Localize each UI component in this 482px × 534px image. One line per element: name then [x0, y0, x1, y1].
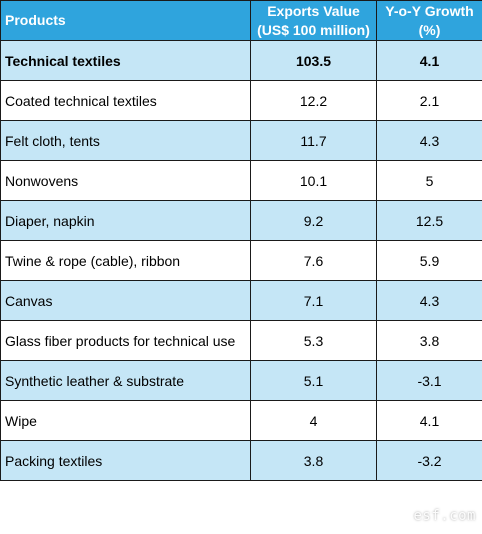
exports-value: 103.5: [250, 40, 377, 81]
product-name: Twine & rope (cable), ribbon: [0, 240, 251, 281]
yoy-growth: 3.8: [376, 320, 482, 361]
header-exports-line1: Exports Value: [267, 2, 360, 19]
yoy-growth: 12.5: [376, 200, 482, 241]
product-name: Wipe: [0, 400, 251, 441]
exports-value: 7.6: [250, 240, 377, 281]
exports-value: 11.7: [250, 120, 377, 161]
product-name: Canvas: [0, 280, 251, 321]
product-name: Coated technical textiles: [0, 80, 251, 121]
exports-value: 12.2: [250, 80, 377, 121]
header-yoy-growth: Y-o-Y Growth (%): [376, 0, 482, 41]
header-exports-line2: (US$ 100 million): [257, 21, 370, 38]
yoy-growth: -3.1: [376, 360, 482, 401]
header-growth-line2: (%): [418, 21, 441, 38]
exports-value: 3.8: [250, 440, 377, 481]
yoy-growth: 5: [376, 160, 482, 201]
yoy-growth: 2.1: [376, 80, 482, 121]
header-growth-line1: Y-o-Y Growth: [385, 2, 474, 19]
exports-value: 5.3: [250, 320, 377, 361]
product-name: Technical textiles: [0, 40, 251, 81]
product-name: Glass fiber products for technical use: [0, 320, 251, 361]
header-exports-value: Exports Value (US$ 100 million): [250, 0, 377, 41]
exports-value: 4: [250, 400, 377, 441]
table-row: Synthetic leather & substrate 5.1 -3.1: [0, 360, 482, 401]
table-row: Twine & rope (cable), ribbon 7.6 5.9: [0, 240, 482, 281]
yoy-growth: -3.2: [376, 440, 482, 481]
product-name: Packing textiles: [0, 440, 251, 481]
table-row: Wipe 4 4.1: [0, 400, 482, 441]
exports-value: 9.2: [250, 200, 377, 241]
watermark: esf.com: [413, 508, 476, 524]
exports-value: 7.1: [250, 280, 377, 321]
table-row-total: Technical textiles 103.5 4.1: [0, 40, 482, 81]
header-products: Products: [0, 0, 251, 41]
yoy-growth: 4.1: [376, 400, 482, 441]
exports-value: 10.1: [250, 160, 377, 201]
table-row: Packing textiles 3.8 -3.2: [0, 440, 482, 481]
yoy-growth: 4.1: [376, 40, 482, 81]
table-row: Glass fiber products for technical use 5…: [0, 320, 482, 361]
product-name: Nonwovens: [0, 160, 251, 201]
table-row: Canvas 7.1 4.3: [0, 280, 482, 321]
exports-value: 5.1: [250, 360, 377, 401]
header-row: Products Exports Value (US$ 100 million)…: [0, 0, 482, 41]
table-row: Coated technical textiles 12.2 2.1: [0, 80, 482, 121]
product-name: Diaper, napkin: [0, 200, 251, 241]
table-row: Nonwovens 10.1 5: [0, 160, 482, 201]
table-row: Diaper, napkin 9.2 12.5: [0, 200, 482, 241]
product-name: Synthetic leather & substrate: [0, 360, 251, 401]
yoy-growth: 5.9: [376, 240, 482, 281]
yoy-growth: 4.3: [376, 280, 482, 321]
table-row: Felt cloth, tents 11.7 4.3: [0, 120, 482, 161]
yoy-growth: 4.3: [376, 120, 482, 161]
product-name: Felt cloth, tents: [0, 120, 251, 161]
exports-table: Products Exports Value (US$ 100 million)…: [0, 0, 482, 481]
